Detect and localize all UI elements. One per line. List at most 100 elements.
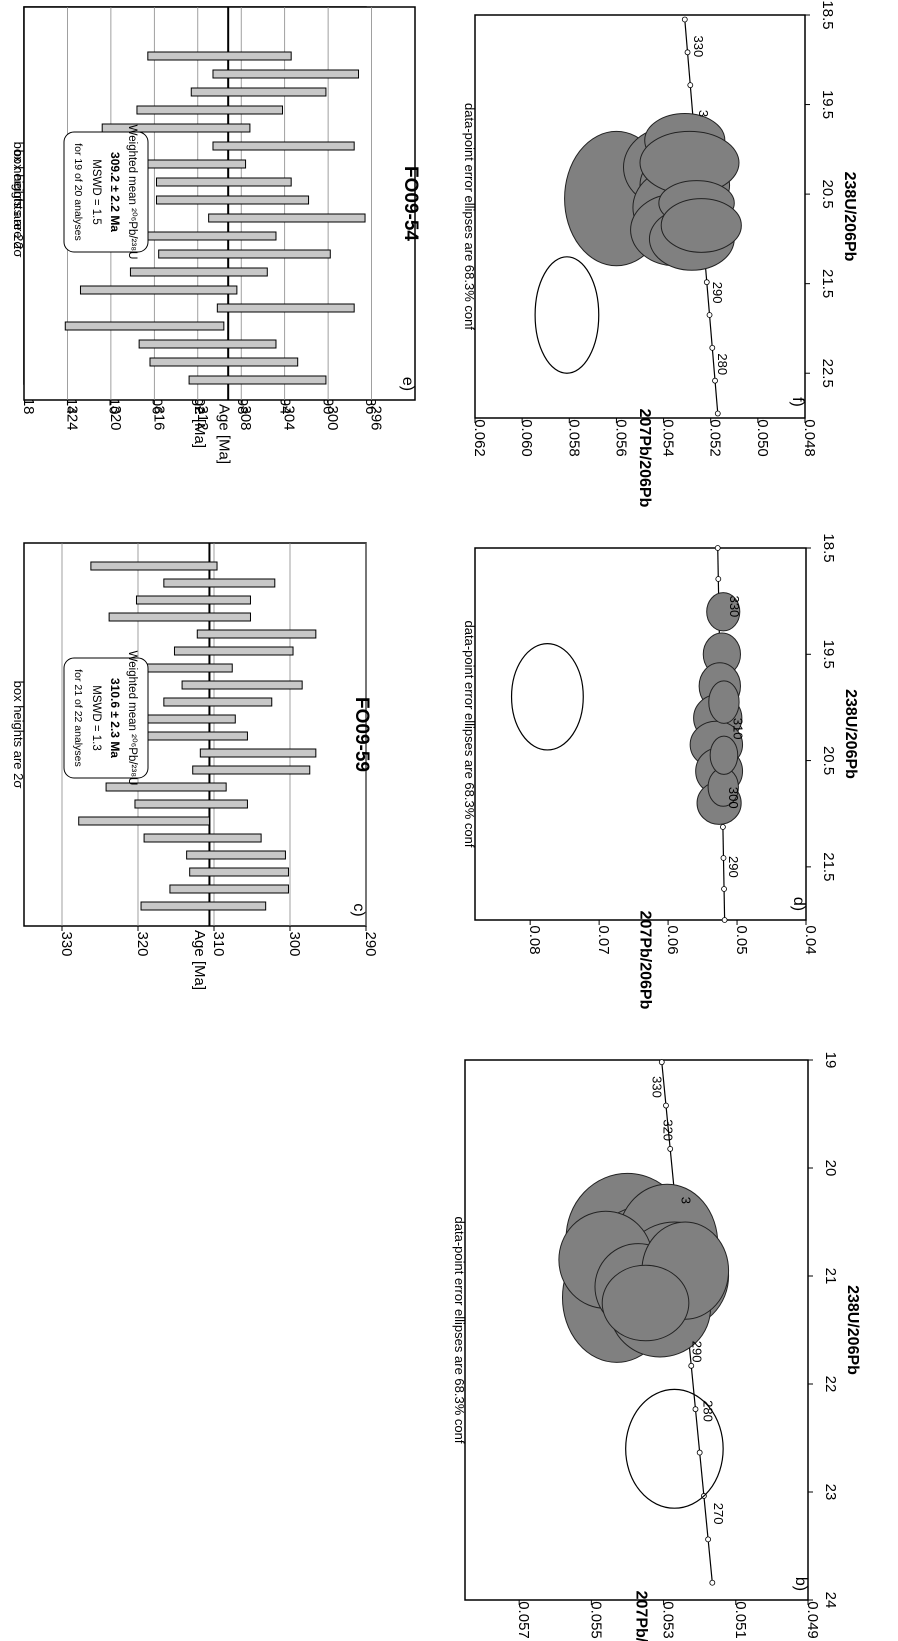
x-tick-label: 19 bbox=[822, 1052, 839, 1069]
box-heights-note: box heights are 2σ bbox=[11, 681, 26, 789]
x-axis-label: 238U/206Pb bbox=[841, 172, 858, 262]
age-box bbox=[212, 141, 355, 151]
y-tick-label: 0.050 bbox=[754, 419, 771, 457]
x-tick-label: 22.5 bbox=[819, 359, 836, 388]
panel-label: e) bbox=[399, 377, 416, 391]
sample-name: FO09-54 bbox=[400, 166, 421, 241]
x-tick-label: 21.5 bbox=[820, 852, 837, 881]
concordia-age-label: 3 bbox=[679, 1197, 694, 1204]
age-box bbox=[212, 69, 360, 79]
error-ellipse bbox=[708, 680, 740, 724]
concordia-marker bbox=[721, 886, 727, 892]
concordia-age-label: 280 bbox=[715, 353, 730, 375]
weighted-mean-line-3: MSWD = 1.5 bbox=[90, 159, 102, 225]
panel-label: c) bbox=[350, 903, 367, 916]
x-tick-label: 18.5 bbox=[819, 0, 836, 29]
age-box bbox=[158, 249, 331, 259]
y-axis-label: 207Pb/206Pb bbox=[637, 911, 654, 1010]
axis-label-age: Age [Ma] bbox=[191, 388, 208, 448]
weighted-mean-line-1: Weighted mean ²⁰⁶Pb/²³⁸U bbox=[126, 651, 138, 786]
axis-label-age: Age [Ma] bbox=[216, 404, 233, 464]
tick-label: 310 bbox=[210, 931, 227, 956]
concordia-marker bbox=[681, 16, 688, 23]
concordia-marker bbox=[714, 410, 721, 417]
concordia-marker bbox=[684, 49, 691, 56]
tick-label: 300 bbox=[286, 931, 303, 956]
concordia-age-label: 330 bbox=[727, 596, 742, 618]
y-tick-label: 0.05 bbox=[733, 925, 750, 954]
tick-label: 304 bbox=[281, 405, 298, 430]
age-box bbox=[129, 267, 268, 277]
tick-label: 330 bbox=[58, 931, 75, 956]
panel-label: f) bbox=[789, 397, 806, 407]
concordia-marker bbox=[712, 377, 718, 384]
tick-label: 324 bbox=[63, 405, 80, 430]
weighted-mean-line-2: 310.6 ± 2.3 Ma bbox=[108, 678, 122, 758]
concordia-marker bbox=[688, 1362, 695, 1369]
age-box bbox=[186, 850, 286, 860]
age-box bbox=[135, 595, 251, 605]
age-box bbox=[199, 748, 317, 758]
age-box bbox=[136, 105, 283, 115]
concordia-marker bbox=[720, 855, 727, 861]
x-axis-label: 238U/206Pb bbox=[844, 1285, 861, 1375]
age-box bbox=[173, 646, 294, 656]
excluded-ellipse bbox=[510, 643, 584, 751]
box-heights-note: box heights are 2σ bbox=[11, 150, 26, 258]
concordia-age-label: 280 bbox=[700, 1400, 715, 1422]
panel-label: b) bbox=[792, 1577, 809, 1591]
weighted-mean-line-2: 309.2 ± 2.2 Ma bbox=[108, 152, 122, 232]
tick-label: 312 bbox=[194, 405, 211, 430]
y-axis-label: 207Pb/206Pb bbox=[633, 1591, 650, 1641]
x-tick-label: 20 bbox=[822, 1160, 839, 1177]
x-tick-label: 19.5 bbox=[820, 640, 837, 669]
tick-label: 290 bbox=[362, 931, 379, 956]
error-ellipse-note: data-point error ellipses are 68.3% conf bbox=[462, 621, 477, 848]
error-ellipse bbox=[709, 735, 739, 775]
concordia-panel-b: 19 20 21 22 23 24 238U/206Pb 0.049 0.051 0.053 0.0… bbox=[452, 1052, 861, 1641]
age-box bbox=[140, 901, 267, 911]
concordia-marker bbox=[720, 824, 726, 830]
error-ellipse-note: data-point error ellipses are 68.3% conf bbox=[462, 103, 477, 330]
y-tick-label: 0.054 bbox=[660, 419, 677, 457]
tick-label: 320 bbox=[134, 931, 151, 956]
error-ellipse bbox=[706, 592, 741, 632]
age-box bbox=[149, 357, 299, 367]
x-tick-label: 21 bbox=[822, 1268, 839, 1285]
tick-label: 320 bbox=[107, 405, 124, 430]
age-box bbox=[216, 303, 355, 313]
y-tick-label: 0.060 bbox=[518, 419, 535, 457]
excluded-ellipse bbox=[534, 256, 600, 374]
excluded-ellipse bbox=[625, 1388, 724, 1509]
concordia-age-label: 330 bbox=[650, 1076, 665, 1098]
weighted-mean-box: Weighted mean ²⁰⁶Pb/²³⁸U 309.2 ± 2.2 Ma MS… bbox=[63, 125, 149, 259]
y-tick-label: 0.055 bbox=[587, 1601, 604, 1639]
age-box bbox=[101, 123, 251, 133]
tick-label: 296 bbox=[368, 405, 385, 430]
concordia-marker bbox=[709, 344, 716, 351]
x-tick-label: 24 bbox=[822, 1592, 839, 1609]
age-box bbox=[156, 195, 310, 205]
weighted-mean-line-4: for 19 of 20 analyses bbox=[72, 143, 84, 240]
axis-label-age: Age [Ma] bbox=[191, 930, 208, 990]
y-tick-label: 0.053 bbox=[660, 1601, 677, 1639]
age-box bbox=[147, 51, 292, 61]
x-tick-label: 20.5 bbox=[820, 746, 837, 775]
age-box bbox=[190, 87, 327, 97]
error-ellipse-note: data-point error ellipses are 68.3% conf bbox=[452, 1217, 467, 1444]
concordia-marker bbox=[703, 279, 710, 286]
age-box bbox=[143, 833, 262, 843]
y-tick-label: 0.051 bbox=[732, 1601, 749, 1639]
x-tick-label: 23 bbox=[822, 1484, 839, 1501]
x-tick-label: 20.5 bbox=[819, 180, 836, 209]
age-box bbox=[108, 612, 251, 622]
age-box bbox=[189, 867, 289, 877]
tick-label: 316 bbox=[150, 405, 167, 430]
panel-label: d) bbox=[790, 897, 807, 911]
age-panel-fo09-54: 296 300 304 308 312 316 320 324 Age [Ma] box heig… bbox=[11, 6, 421, 464]
concordia-marker bbox=[667, 1146, 674, 1152]
x-tick-label: 22 bbox=[822, 1376, 839, 1393]
age-box bbox=[156, 177, 292, 187]
age-box bbox=[208, 213, 366, 223]
weighted-mean-frame bbox=[63, 131, 149, 253]
